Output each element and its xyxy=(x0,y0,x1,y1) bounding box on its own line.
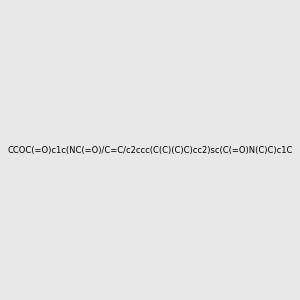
Text: CCOC(=O)c1c(NC(=O)/C=C/c2ccc(C(C)(C)C)cc2)sc(C(=O)N(C)C)c1C: CCOC(=O)c1c(NC(=O)/C=C/c2ccc(C(C)(C)C)cc… xyxy=(7,146,293,154)
